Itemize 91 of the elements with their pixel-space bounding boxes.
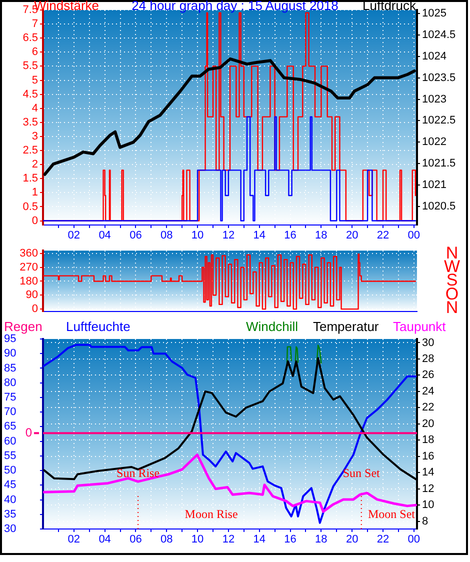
y-tick-label: 5 — [32, 74, 38, 86]
y2-tick-label: 22 — [422, 402, 434, 414]
y-tick-label: 6.5 — [22, 32, 38, 44]
x-tick-label: 14 — [253, 230, 266, 242]
y-tick-label: 90 — [4, 348, 16, 360]
x-tick-label: 12 — [222, 230, 235, 242]
y-tick-label: 50 — [4, 464, 16, 477]
y2-tick-label: 26 — [422, 369, 434, 382]
x-tick-label: 16 — [284, 534, 296, 546]
y2-tick-label: 20 — [422, 418, 434, 430]
chart-title: 24 hour graph day : 15 August 2018 — [132, 0, 338, 13]
x-tick-label: 00 — [408, 534, 420, 546]
x-tick-label: 06 — [130, 534, 142, 546]
x-tick-label: 04 — [98, 534, 111, 546]
annotation: Moon Rise — [184, 506, 238, 521]
y2-tick-label: 18 — [422, 434, 434, 446]
y2-tick-label: 14 — [422, 466, 434, 479]
x-tick-label: 10 — [191, 230, 204, 242]
y2-tick-label: 1023.5 — [422, 72, 456, 84]
x-tick-label: 14 — [253, 534, 266, 546]
y-tick-label: 1 — [32, 186, 38, 199]
y-tick-label: 55 — [4, 450, 16, 462]
x-tick-label: 20 — [346, 534, 358, 546]
x-tick-label: 16 — [284, 230, 296, 242]
y-tick-label: 0 — [32, 303, 38, 316]
x-tick-label: 22 — [376, 534, 390, 546]
y-tick-label: 4 — [32, 102, 38, 114]
y-tick-label: 95 — [4, 333, 16, 346]
x-tick-label: 02 — [68, 534, 80, 546]
y2-axis-title: Luftdruck — [362, 0, 416, 13]
x-tick-label: 00 — [408, 230, 420, 242]
y-tick-label: 0 — [32, 214, 38, 227]
y-tick-label: 7 — [32, 18, 38, 30]
y-tick-label: 5.5 — [22, 60, 38, 72]
y2-tick-label: 1022 — [422, 136, 446, 148]
y-tick-label: 70 — [4, 406, 16, 418]
y2-tick-label: 8 — [422, 515, 428, 528]
y-tick-label: 0.5 — [22, 200, 38, 213]
y2-tick-label: 1024.5 — [422, 28, 456, 41]
y2-tick-label: 24 — [422, 385, 434, 398]
y2-tick-label: 1023 — [422, 93, 446, 106]
y-tick-label: 1.5 — [22, 172, 38, 185]
y-tick-label: 40 — [4, 494, 16, 506]
x-tick-label: 06 — [130, 230, 142, 242]
text: Taupunkt — [393, 319, 446, 334]
y-tick-label: 60 — [4, 435, 16, 448]
y-tick-label: 85 — [4, 362, 16, 374]
y-tick-label: 80 — [4, 376, 16, 389]
y-tick-label: 360 — [20, 247, 38, 260]
y-axis-title: Regen — [4, 319, 42, 334]
y2-tick-label: 16 — [422, 450, 434, 462]
x-tick-label: 08 — [160, 230, 173, 242]
series-label: Temperatur — [313, 319, 379, 334]
x-tick-label: 10 — [191, 534, 204, 546]
x-tick-label: 02 — [68, 230, 80, 242]
x-tick-label: 20 — [346, 230, 358, 242]
ref-line-label: Sun Rise — [116, 466, 160, 480]
y2-tick-label: 1024 — [422, 50, 446, 62]
annotation: Moon Set — [368, 506, 416, 521]
y-tick-label: 3 — [32, 130, 38, 142]
y-tick-label: 2 — [32, 158, 38, 171]
y2-tick-label: 30 — [422, 336, 434, 349]
x-tick-label: 12 — [222, 534, 235, 546]
y-tick-label: 2.5 — [22, 144, 38, 157]
y2-tick-label: 1021.5 — [422, 158, 456, 170]
y2-tick-label: 12 — [422, 482, 434, 495]
y-tick-label: 3.5 — [22, 116, 38, 128]
y2-tick-label: 10 — [422, 499, 434, 512]
y-tick-label: 90 — [26, 289, 38, 302]
y2-tick-label: 1022.5 — [422, 114, 456, 127]
x-tick-label: 22 — [376, 230, 390, 242]
y-tick-label: 180 — [20, 275, 38, 288]
series-label: Windchill — [246, 319, 298, 334]
y-tick-label: 30 — [4, 523, 16, 536]
x-tick-label: 04 — [98, 230, 111, 242]
series-label: Luftfeuchte — [66, 319, 130, 334]
y-tick-label: 75 — [4, 391, 16, 404]
ref-line-label: Sun Set — [342, 466, 381, 480]
x-tick-label: 18 — [315, 534, 328, 546]
x-tick-label: 18 — [315, 230, 328, 242]
y-tick-label: 270 — [20, 261, 38, 274]
y2-tick-label: 28 — [422, 353, 434, 366]
y-tick-label: 6 — [32, 46, 38, 58]
y-tick-label: 65 — [4, 420, 16, 433]
y2-tick-label: 1025 — [422, 7, 446, 20]
y2-tick-label: 1020.5 — [422, 200, 456, 213]
y2-tick-label: 1021 — [422, 179, 446, 192]
y-tick-label: 45 — [4, 479, 16, 492]
y-tick-label: 35 — [4, 508, 16, 520]
x-tick-label: 08 — [160, 534, 173, 546]
y-tick-label: 4.5 — [22, 88, 38, 100]
